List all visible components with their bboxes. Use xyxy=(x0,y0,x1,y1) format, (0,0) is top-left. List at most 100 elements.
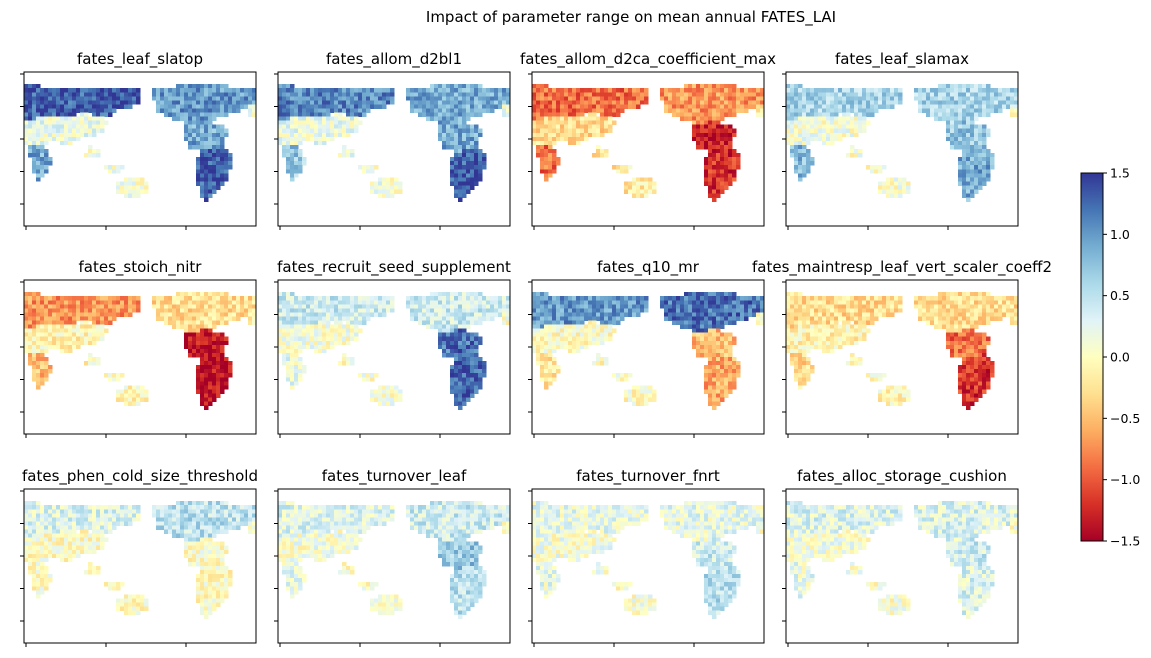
lai-cell xyxy=(462,320,467,325)
lai-cell xyxy=(954,104,959,109)
lai-cell xyxy=(216,104,221,109)
lai-cell xyxy=(318,324,323,329)
lai-cell xyxy=(540,149,545,154)
lai-cell xyxy=(208,385,213,390)
lai-cell xyxy=(290,373,295,378)
lai-cell xyxy=(478,177,483,182)
lai-cell xyxy=(76,296,81,301)
lai-cell xyxy=(712,320,717,325)
lai-cell xyxy=(576,296,581,301)
lai-cell xyxy=(216,173,221,178)
lai-cell xyxy=(286,348,291,354)
lai-cell xyxy=(728,332,733,338)
lai-cell xyxy=(220,296,225,301)
lai-cell xyxy=(632,88,637,93)
lai-cell xyxy=(326,124,331,130)
lai-cell xyxy=(600,128,605,134)
lai-cell xyxy=(962,161,967,166)
lai-cell xyxy=(80,324,85,329)
lai-cell xyxy=(974,128,979,134)
lai-cell xyxy=(390,308,395,313)
lai-cell xyxy=(970,104,975,109)
lai-cell xyxy=(286,96,291,101)
lai-cell xyxy=(732,112,737,117)
lai-cell xyxy=(286,88,291,93)
lai-cell xyxy=(386,96,391,101)
lai-cell xyxy=(40,92,45,97)
lai-cell xyxy=(970,189,975,194)
lai-cell xyxy=(724,124,729,130)
lai-cell xyxy=(942,112,947,117)
lai-cell xyxy=(208,132,213,138)
lai-cell xyxy=(60,320,65,325)
lai-cell xyxy=(200,84,205,89)
lai-cell xyxy=(200,332,205,338)
lai-cell xyxy=(560,96,565,101)
lai-cell xyxy=(732,177,737,182)
lai-cell xyxy=(124,308,129,313)
lai-cell xyxy=(24,112,29,117)
lai-cell xyxy=(326,132,331,138)
lai-cell xyxy=(152,96,157,101)
lai-cell xyxy=(616,304,621,309)
lai-cell xyxy=(572,100,577,105)
lai-cell xyxy=(914,92,919,97)
lai-cell xyxy=(208,149,213,154)
lai-cell xyxy=(708,316,713,321)
lai-cell xyxy=(462,300,467,305)
lai-cell xyxy=(446,316,451,321)
lai-cell xyxy=(92,316,97,321)
lai-cell xyxy=(712,96,717,101)
lai-cell xyxy=(334,324,339,329)
lai-cell xyxy=(950,96,955,101)
lai-cell xyxy=(850,88,855,93)
lai-cell xyxy=(552,112,557,117)
lai-cell xyxy=(568,128,573,134)
lai-cell xyxy=(712,92,717,97)
lai-cell xyxy=(548,149,553,154)
lai-cell xyxy=(294,324,299,329)
lai-cell xyxy=(672,104,677,109)
lai-cell xyxy=(224,357,229,362)
lai-cell xyxy=(966,197,971,202)
lai-cell xyxy=(556,308,561,313)
lai-cell xyxy=(478,316,483,321)
lai-cell xyxy=(572,308,577,313)
lai-cell xyxy=(604,332,609,338)
lai-cell xyxy=(212,132,217,138)
lai-cell xyxy=(584,300,589,305)
lai-cell xyxy=(712,181,717,186)
lai-cell xyxy=(208,169,213,174)
lai-cell xyxy=(572,136,577,142)
lai-cell xyxy=(600,296,605,301)
lai-cell xyxy=(692,328,697,333)
lai-cell xyxy=(282,96,287,101)
lai-cell xyxy=(306,88,311,93)
lai-cell xyxy=(406,92,411,97)
lai-cell xyxy=(418,104,423,109)
lai-cell xyxy=(712,308,717,313)
lai-cell xyxy=(286,357,291,362)
lai-cell xyxy=(470,352,475,358)
lai-cell xyxy=(716,189,721,194)
lai-cell xyxy=(342,312,347,317)
lai-cell xyxy=(568,100,573,105)
lai-cell xyxy=(466,189,471,194)
lai-cell xyxy=(438,324,443,329)
lai-cell xyxy=(204,108,209,113)
lai-cell xyxy=(732,296,737,301)
lai-cell xyxy=(334,88,339,93)
lai-cell xyxy=(248,100,253,105)
lai-cell xyxy=(208,397,213,402)
lai-cell xyxy=(216,393,221,398)
lai-cell xyxy=(294,165,299,170)
lai-cell xyxy=(224,157,229,162)
lai-cell xyxy=(96,308,101,313)
lai-cell xyxy=(478,100,483,105)
lai-cell xyxy=(700,84,705,89)
lai-cell xyxy=(192,88,197,93)
lai-cell xyxy=(806,153,811,158)
lai-cell xyxy=(80,316,85,321)
lai-cell xyxy=(36,369,41,374)
lai-cell xyxy=(88,116,93,121)
